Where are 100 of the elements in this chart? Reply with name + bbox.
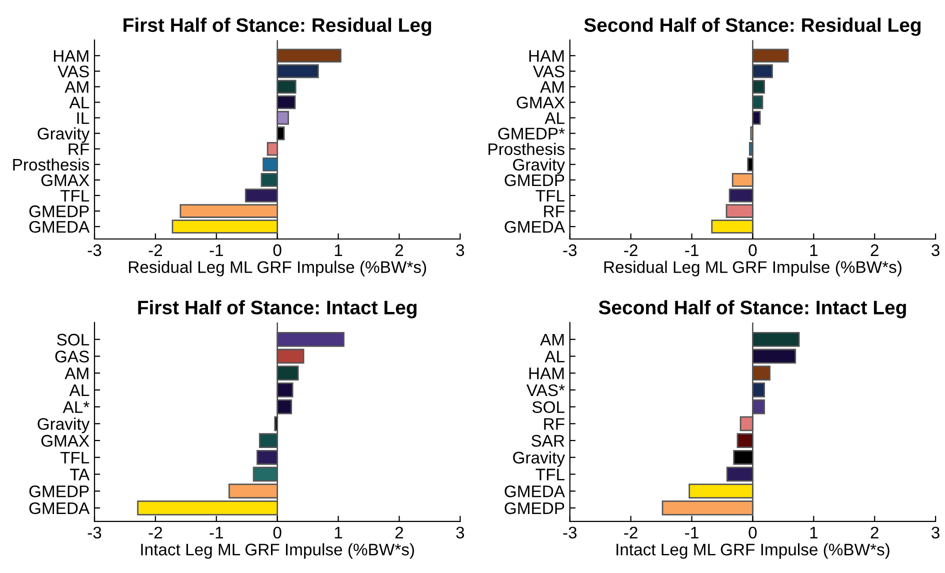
chart-title: Second Half of Stance: Residual Leg bbox=[584, 18, 921, 36]
bar bbox=[752, 366, 770, 381]
y-tick-label: RF bbox=[544, 418, 564, 430]
bar bbox=[662, 500, 754, 516]
x-tick-label: -3 bbox=[563, 244, 577, 256]
bar bbox=[276, 48, 342, 63]
y-tick-label: GMEDP* bbox=[498, 128, 565, 140]
bar bbox=[752, 110, 761, 125]
y-tick-label: TA bbox=[70, 468, 90, 480]
bar bbox=[736, 433, 754, 448]
y-tick-label: IL bbox=[77, 112, 90, 124]
y-tick-label: GMEDP bbox=[504, 502, 564, 514]
x-tick-label: -3 bbox=[88, 526, 102, 539]
y-tick-label: AL bbox=[544, 350, 564, 362]
x-tick-label: 2 bbox=[870, 526, 878, 538]
bar bbox=[688, 484, 754, 499]
x-tick-label: 0 bbox=[748, 526, 757, 539]
x-tick-label: -1 bbox=[210, 244, 223, 256]
y-tick-label: SOL bbox=[532, 401, 564, 414]
y-tick-label: SOL bbox=[57, 334, 90, 346]
bar bbox=[752, 48, 789, 63]
y-tick-label: TFL bbox=[60, 452, 90, 464]
bar bbox=[276, 382, 294, 398]
x-tick-label: 1 bbox=[334, 526, 342, 538]
y-tick-label: GMEDA bbox=[29, 502, 90, 514]
bar bbox=[733, 450, 754, 465]
y-tick-label: Gravity bbox=[38, 127, 90, 143]
y-tick-label: VAS bbox=[58, 66, 89, 78]
x-tick-label: -1 bbox=[685, 244, 698, 256]
y-tick-label: VAS* bbox=[526, 384, 565, 396]
y-tick-label: GMEDA bbox=[504, 485, 565, 498]
y-tick-label: GMEDP bbox=[504, 174, 564, 186]
y-tick-label: Gravity bbox=[38, 418, 90, 434]
bar bbox=[752, 332, 800, 347]
y-tick-label: RF bbox=[544, 206, 564, 218]
x-tick-label: -2 bbox=[624, 244, 638, 256]
y-tick-label: Gravity bbox=[513, 451, 565, 467]
x-tick-label: 2 bbox=[395, 244, 404, 256]
x-tick-label: 3 bbox=[932, 526, 940, 539]
y-tick-label: AM bbox=[64, 81, 88, 93]
bar bbox=[276, 80, 296, 94]
bar bbox=[137, 500, 278, 516]
chart-title: First Half of Stance: Residual Leg bbox=[124, 18, 432, 36]
y-tick-label: GMEDA bbox=[504, 220, 565, 233]
x-tick-label: 0 bbox=[273, 244, 282, 256]
x-tick-label: -3 bbox=[88, 244, 102, 256]
x-tick-label: 1 bbox=[334, 244, 342, 256]
x-tick-label: -2 bbox=[148, 244, 162, 256]
y-tick-label: AL* bbox=[62, 401, 90, 413]
y-tick-label: Prosthesis bbox=[488, 142, 564, 156]
y-tick-label: TFL bbox=[536, 468, 564, 480]
y-tick-label: GMEDA bbox=[29, 220, 90, 233]
y-tick-label: RF bbox=[68, 143, 89, 155]
y-tick-label: AM bbox=[64, 368, 88, 380]
x-tick-label: -1 bbox=[685, 526, 698, 538]
y-tick-label: AM bbox=[540, 334, 564, 346]
y-tick-label: GMEDP bbox=[29, 205, 89, 218]
x-tick-label: 0 bbox=[273, 526, 282, 539]
y-tick-label: GMAX bbox=[41, 174, 90, 186]
y-tick-label: AL bbox=[69, 96, 90, 108]
x-tick-label: 3 bbox=[456, 244, 464, 256]
bar bbox=[752, 95, 764, 110]
bar bbox=[276, 348, 304, 364]
bar bbox=[276, 64, 319, 78]
y-tick-label: AM bbox=[540, 81, 564, 93]
chart-title: First Half of Stance: Intact Leg bbox=[138, 300, 416, 318]
x-axis-title: Residual Leg ML GRF Impulse (%BW*s) bbox=[604, 260, 902, 276]
bar bbox=[276, 95, 296, 110]
x-tick-label: 1 bbox=[810, 244, 818, 256]
x-tick-label: 3 bbox=[456, 526, 464, 539]
y-tick-label: HAM bbox=[54, 50, 88, 62]
chart-title: Second Half of Stance: Intact Leg bbox=[598, 300, 906, 318]
y-tick-label: GMAX bbox=[41, 434, 90, 447]
x-tick-label: 3 bbox=[932, 244, 940, 256]
x-tick-label: 2 bbox=[870, 244, 878, 256]
y-tick-label: AL bbox=[544, 112, 564, 124]
y-tick-label: VAS bbox=[532, 66, 564, 78]
bar bbox=[752, 382, 765, 398]
x-tick-label: 2 bbox=[395, 526, 404, 538]
bar bbox=[276, 366, 299, 381]
bar bbox=[752, 80, 765, 94]
x-tick-label: 1 bbox=[810, 526, 818, 538]
y-tick-label: GAS bbox=[55, 350, 89, 362]
bar bbox=[276, 110, 289, 125]
bar bbox=[752, 64, 773, 78]
bar bbox=[726, 466, 754, 482]
x-tick-label: -2 bbox=[148, 526, 162, 538]
x-tick-label: -1 bbox=[210, 526, 223, 538]
x-tick-label: -2 bbox=[624, 526, 638, 538]
y-tick-label: SAR bbox=[532, 434, 564, 447]
y-tick-label: Gravity bbox=[513, 158, 565, 174]
y-tick-label: TFL bbox=[60, 190, 90, 202]
bar bbox=[252, 466, 278, 482]
bar bbox=[256, 450, 278, 465]
x-axis-title: Residual Leg ML GRF Impulse (%BW*s) bbox=[128, 260, 426, 276]
bar bbox=[258, 433, 278, 448]
y-tick-label: HAM bbox=[529, 50, 564, 62]
y-tick-label: TFL bbox=[536, 190, 564, 202]
y-tick-label: GMEDP bbox=[29, 485, 89, 498]
y-tick-label: Prosthesis bbox=[13, 158, 90, 171]
